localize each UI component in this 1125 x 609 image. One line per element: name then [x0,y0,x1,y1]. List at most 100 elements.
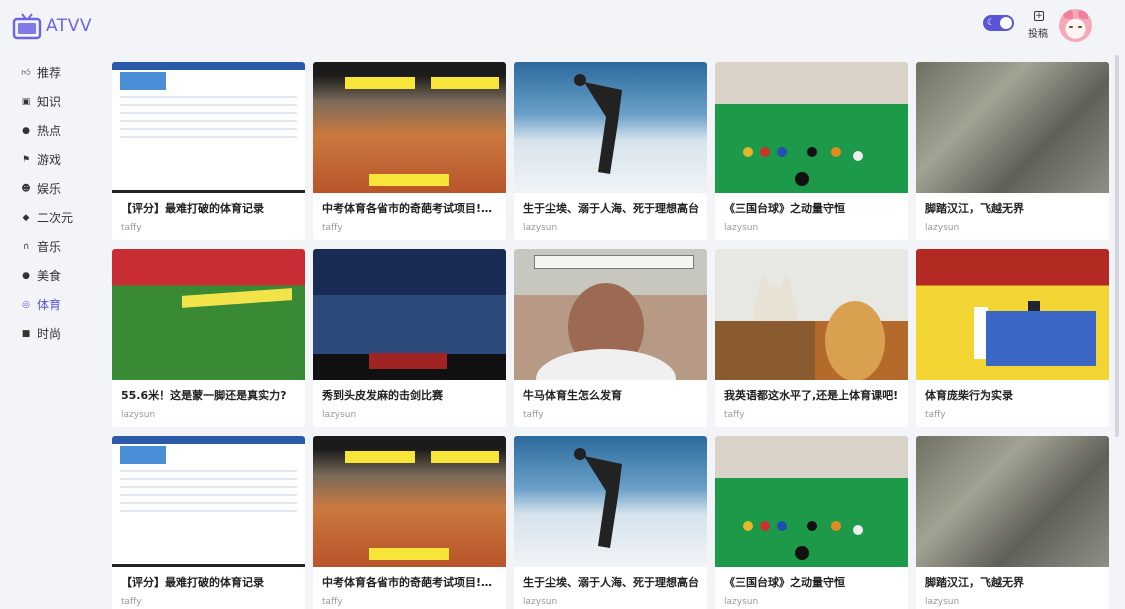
avatar[interactable] [1059,9,1092,42]
video-title[interactable]: 中考体育各省市的奇葩考试项目!太… [322,202,499,215]
video-thumbnail[interactable] [313,436,506,567]
video-title[interactable]: 【评分】最难打破的体育记录 [121,202,264,215]
sidebar-item-anime[interactable]: ◆ 二次元 [0,203,98,232]
app-title: ATVV [46,16,92,36]
logo[interactable]: ATVV [12,12,92,40]
video-thumbnail[interactable] [916,62,1109,193]
video-title[interactable]: 秀到头皮发麻的击剑比赛 [322,389,443,402]
sidebar-item-recommend[interactable]: 👍︎ 推荐 [0,58,98,87]
video-title[interactable]: 55.6米！这是蒙一脚还是真实力? [121,389,287,402]
video-card[interactable]: 中考体育各省市的奇葩考试项目!太… taffy [313,62,506,240]
sidebar-item-food[interactable]: ● 美食 [0,261,98,290]
video-author[interactable]: lazysun [121,410,156,420]
video-title[interactable]: 我英语都这水平了,还是上体育课吧! [724,389,899,402]
video-thumbnail[interactable] [313,249,506,380]
book-icon: ▣ [21,96,31,107]
thumb-scoreboard [369,353,447,369]
thumb-row [120,104,297,106]
sidebar-item-label: 音乐 [37,240,62,254]
video-title[interactable]: 《三国台球》之动量守恒 [724,202,845,215]
video-thumbnail[interactable] [313,62,506,193]
video-author[interactable]: taffy [925,410,946,420]
tag-icon: ◆ [22,212,30,223]
video-author[interactable]: lazysun [925,597,960,607]
video-thumbnail[interactable] [112,436,305,567]
video-author[interactable]: lazysun [925,223,960,233]
video-thumbnail[interactable] [916,249,1109,380]
video-title[interactable]: 中考体育各省市的奇葩考试项目!太… [322,576,499,589]
ball [807,521,817,531]
video-author[interactable]: lazysun [322,410,357,420]
thumb-row [120,478,297,480]
sidebar-item-hot[interactable]: ● 热点 [0,116,98,145]
ball [853,151,863,161]
video-thumbnail[interactable] [514,62,707,193]
video-title[interactable]: 【评分】最难打破的体育记录 [121,576,264,589]
sidebar-item-music[interactable]: ∩ 音乐 [0,232,98,261]
video-thumbnail[interactable] [715,249,908,380]
video-card[interactable]: 我英语都这水平了,还是上体育课吧! taffy [715,249,908,427]
video-card[interactable]: 秀到头皮发麻的击剑比赛 lazysun [313,249,506,427]
video-author[interactable]: lazysun [523,597,558,607]
video-card[interactable]: 生于尘埃、溺于人海、死于理想高台 lazysun [514,62,707,240]
video-card[interactable]: 体育庞柴行为实录 taffy [916,249,1109,427]
video-card[interactable]: 脚踏汉江，飞越无界 lazysun [916,62,1109,240]
video-author[interactable]: lazysun [724,223,759,233]
avatar-face [1068,23,1083,35]
video-thumbnail[interactable] [916,436,1109,567]
ball [760,147,770,157]
video-author[interactable]: taffy [724,410,745,420]
video-thumbnail[interactable] [112,62,305,193]
ball [831,147,841,157]
thumb-bottom-bar [112,190,305,193]
video-title[interactable]: 《三国台球》之动量守恒 [724,576,845,589]
video-title[interactable]: 脚踏汉江，飞越无界 [925,576,1024,589]
video-author[interactable]: taffy [523,410,544,420]
video-card[interactable]: 【评分】最难打破的体育记录 taffy [112,62,305,240]
thumb-row [120,128,297,130]
scrollbar[interactable] [1115,55,1119,437]
video-author[interactable]: taffy [322,597,343,607]
ball [795,546,809,560]
video-author[interactable]: lazysun [724,597,759,607]
video-author[interactable]: taffy [121,223,142,233]
video-card[interactable]: 【评分】最难打破的体育记录 taffy [112,436,305,609]
video-title[interactable]: 体育庞柴行为实录 [925,389,1013,402]
theme-toggle[interactable]: ☾ [983,15,1014,31]
video-thumbnail[interactable] [514,436,707,567]
sidebar-item-games[interactable]: ⚑ 游戏 [0,145,98,174]
video-card[interactable]: 中考体育各省市的奇葩考试项目!太… taffy [313,436,506,609]
sidebar-item-sports[interactable]: ◎ 体育 [0,290,98,319]
video-thumbnail[interactable] [715,62,908,193]
sidebar-item-fashion[interactable]: ■ 时尚 [0,319,98,348]
video-card[interactable]: 《三国台球》之动量守恒 lazysun [715,436,908,609]
snowboarder-illustration [574,448,622,548]
video-title[interactable]: 脚踏汉江，飞越无界 [925,202,1024,215]
video-card[interactable]: 脚踏汉江，飞越无界 lazysun [916,436,1109,609]
video-thumbnail[interactable] [112,249,305,380]
top-header: ATVV ☾ + 投稿 [0,0,1125,52]
thumb-banner [345,77,415,89]
video-author[interactable]: lazysun [523,223,558,233]
sidebar-item-entertainment[interactable]: ☻ 娱乐 [0,174,98,203]
thumb-header-bar [112,436,305,444]
avatar-ear [1078,9,1088,19]
bag-icon: ■ [21,328,31,339]
fire-icon: ● [22,125,30,136]
upload-button[interactable]: + 投稿 [1028,11,1050,40]
video-card[interactable]: 55.6米！这是蒙一脚还是真实力? lazysun [112,249,305,427]
video-card[interactable]: 牛马体育生怎么发育 taffy [514,249,707,427]
sidebar-item-knowledge[interactable]: ▣ 知识 [0,87,98,116]
video-card[interactable]: 生于尘埃、溺于人海、死于理想高台 lazysun [514,436,707,609]
video-title[interactable]: 牛马体育生怎么发育 [523,389,622,402]
ball [853,525,863,535]
video-thumbnail[interactable] [715,436,908,567]
video-title[interactable]: 生于尘埃、溺于人海、死于理想高台 [523,576,699,589]
video-thumbnail[interactable] [514,249,707,380]
video-author[interactable]: taffy [121,597,142,607]
video-card[interactable]: 《三国台球》之动量守恒 lazysun [715,62,908,240]
video-author[interactable]: taffy [322,223,343,233]
sidebar-item-label: 体育 [37,298,62,312]
video-title[interactable]: 生于尘埃、溺于人海、死于理想高台 [523,202,699,215]
thumb-blue-block [120,72,166,90]
